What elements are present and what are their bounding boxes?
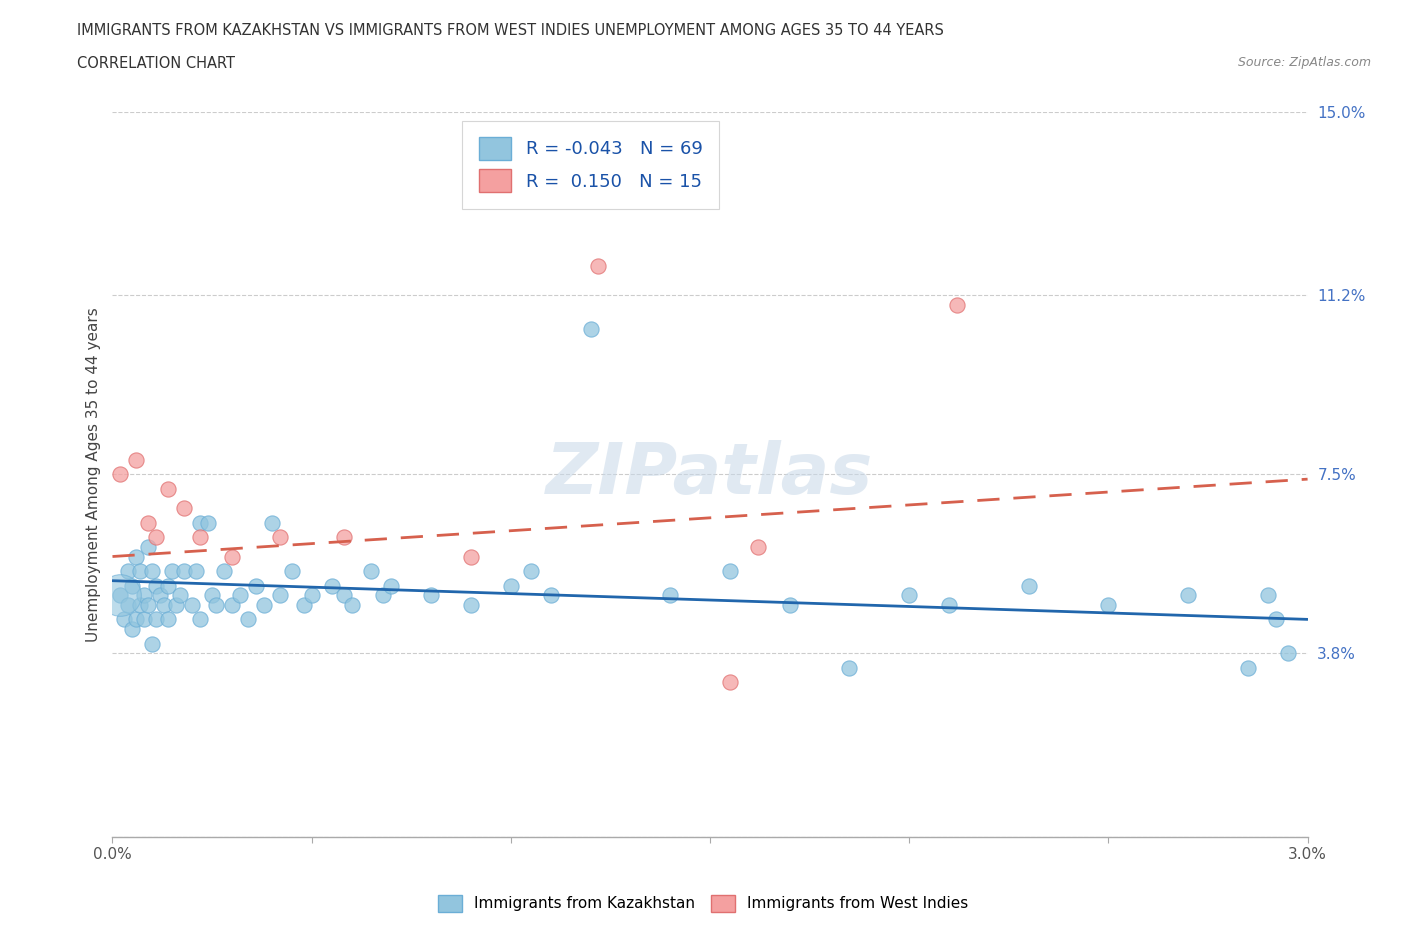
Point	[380, 578, 402, 593]
Point	[373, 588, 395, 603]
Point	[129, 597, 152, 612]
Point	[1097, 597, 1119, 612]
Point	[898, 588, 921, 603]
Point	[269, 530, 291, 545]
Point	[186, 564, 208, 578]
Text: ZIPatlas: ZIPatlas	[547, 440, 873, 509]
Point	[197, 515, 219, 530]
Point	[221, 597, 243, 612]
Point	[1264, 612, 1286, 627]
Point	[332, 588, 354, 603]
Point	[321, 578, 343, 593]
Point	[245, 578, 267, 593]
Point	[162, 564, 183, 578]
Point	[420, 588, 443, 603]
Point	[181, 597, 204, 612]
Point	[138, 539, 160, 554]
Point	[153, 597, 176, 612]
Point	[236, 612, 259, 627]
Point	[579, 322, 602, 337]
Point	[121, 578, 143, 593]
Point	[134, 588, 156, 603]
Text: IMMIGRANTS FROM KAZAKHSTAN VS IMMIGRANTS FROM WEST INDIES UNEMPLOYMENT AMONG AGE: IMMIGRANTS FROM KAZAKHSTAN VS IMMIGRANTS…	[77, 23, 945, 38]
Point	[138, 597, 160, 612]
Point	[125, 612, 148, 627]
Y-axis label: Unemployment Among Ages 35 to 44 years: Unemployment Among Ages 35 to 44 years	[86, 307, 101, 642]
Point	[1257, 588, 1279, 603]
Point	[110, 588, 132, 603]
Point	[212, 564, 235, 578]
Point	[340, 597, 363, 612]
Point	[292, 597, 315, 612]
Point	[145, 530, 167, 545]
Point	[173, 564, 195, 578]
Point	[281, 564, 304, 578]
Point	[117, 597, 139, 612]
Point	[125, 549, 148, 564]
Point	[253, 597, 276, 612]
Point	[145, 612, 167, 627]
Point	[129, 564, 152, 578]
Point	[659, 588, 682, 603]
Point	[165, 597, 187, 612]
Point	[125, 452, 148, 467]
Point	[1018, 578, 1040, 593]
Point	[1277, 645, 1299, 660]
Point	[188, 515, 211, 530]
Point	[301, 588, 323, 603]
Point	[460, 549, 482, 564]
Point	[460, 597, 482, 612]
Point	[221, 549, 243, 564]
Point	[121, 621, 143, 636]
Point	[110, 588, 132, 603]
Point	[205, 597, 228, 612]
Point	[201, 588, 224, 603]
Text: Source: ZipAtlas.com: Source: ZipAtlas.com	[1237, 56, 1371, 69]
Point	[938, 597, 960, 612]
Point	[499, 578, 522, 593]
Legend: R = -0.043   N = 69, R =  0.150   N = 15: R = -0.043 N = 69, R = 0.150 N = 15	[463, 121, 718, 208]
Point	[838, 660, 860, 675]
Point	[114, 612, 135, 627]
Point	[946, 298, 969, 312]
Point	[188, 612, 211, 627]
Point	[229, 588, 252, 603]
Point	[141, 636, 163, 651]
Point	[110, 467, 132, 482]
Point	[718, 675, 741, 690]
Point	[138, 515, 160, 530]
Point	[332, 530, 354, 545]
Point	[588, 259, 610, 273]
Point	[149, 588, 172, 603]
Point	[134, 612, 156, 627]
Point	[145, 578, 167, 593]
Point	[360, 564, 382, 578]
Point	[1237, 660, 1260, 675]
Point	[540, 588, 562, 603]
Point	[157, 612, 180, 627]
Point	[520, 564, 543, 578]
Legend: Immigrants from Kazakhstan, Immigrants from West Indies: Immigrants from Kazakhstan, Immigrants f…	[432, 889, 974, 918]
Point	[157, 578, 180, 593]
Text: CORRELATION CHART: CORRELATION CHART	[77, 56, 235, 71]
Point	[188, 530, 211, 545]
Point	[718, 564, 741, 578]
Point	[269, 588, 291, 603]
Point	[141, 564, 163, 578]
Point	[1177, 588, 1199, 603]
Point	[173, 500, 195, 515]
Point	[169, 588, 191, 603]
Point	[747, 539, 769, 554]
Point	[779, 597, 801, 612]
Point	[260, 515, 283, 530]
Point	[117, 564, 139, 578]
Point	[157, 482, 180, 497]
